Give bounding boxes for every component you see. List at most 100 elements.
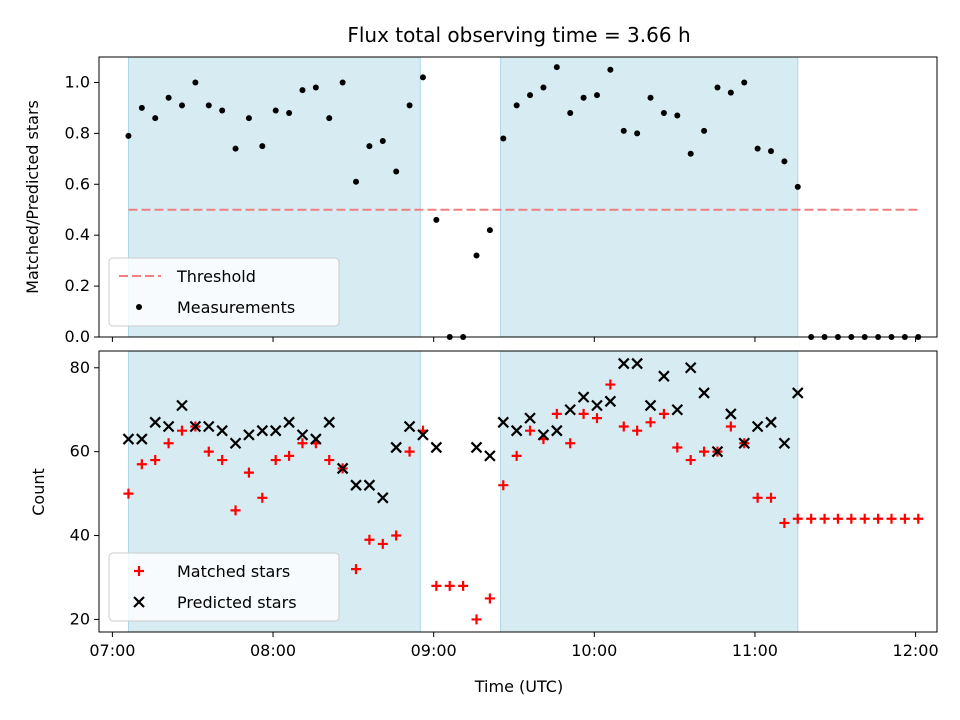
- data-point: [243, 429, 255, 441]
- plot-frame: [98, 56, 938, 338]
- data-point: [607, 66, 614, 73]
- data-point: [458, 580, 469, 591]
- data-point: [259, 143, 266, 150]
- data-point: [620, 127, 627, 134]
- observing-interval-2: [500, 350, 799, 633]
- data-point: [714, 84, 721, 91]
- y-tick-label: 0.0: [65, 327, 90, 346]
- data-point: [537, 429, 550, 441]
- data-point: [497, 416, 510, 429]
- data-point: [243, 467, 254, 478]
- data-point: [178, 102, 185, 109]
- bottom-y-axis-label: Count: [29, 468, 48, 516]
- data-point: [379, 138, 386, 144]
- data-point: [470, 441, 483, 454]
- data-point: [176, 425, 187, 436]
- data-point: [551, 424, 563, 437]
- x-tick-label: 09:00: [411, 641, 457, 660]
- legend-swatch-dot: [136, 304, 142, 310]
- data-point: [363, 479, 376, 491]
- data-point: [498, 480, 509, 491]
- data-point: [806, 513, 817, 524]
- data-point: [781, 158, 788, 165]
- data-point: [578, 408, 589, 419]
- data-point: [165, 94, 172, 101]
- y-tick-label: 60: [70, 442, 90, 461]
- data-point: [632, 425, 643, 436]
- data-point: [377, 492, 389, 504]
- data-point: [230, 505, 241, 516]
- data-point: [283, 416, 295, 429]
- data-point: [766, 492, 777, 503]
- data-point: [162, 420, 175, 433]
- legend-label: Threshold: [176, 267, 256, 286]
- data-point: [685, 455, 696, 466]
- panel-count: 20 40 60 80 07:00 08:00 09:00 10:00 11:00 12:00 Ma…: [70, 350, 939, 660]
- data-point: [886, 513, 897, 524]
- data-point: [859, 513, 870, 524]
- data-point: [473, 252, 480, 259]
- data-point: [152, 115, 159, 122]
- data-point: [339, 79, 346, 86]
- data-point: [644, 399, 657, 412]
- legend-box: [108, 552, 340, 622]
- data-point: [284, 450, 295, 461]
- data-point: [524, 412, 536, 424]
- series-predicted-stars: [122, 357, 804, 504]
- data-point: [312, 84, 319, 91]
- data-point: [699, 446, 710, 457]
- data-point: [205, 102, 212, 109]
- data-point: [272, 107, 279, 114]
- data-point: [149, 416, 162, 429]
- data-point: [580, 94, 587, 101]
- data-point: [299, 87, 306, 94]
- data-point: [404, 446, 415, 457]
- data-point: [604, 395, 617, 408]
- data-point: [752, 492, 763, 503]
- data-point: [433, 216, 440, 223]
- data-point: [150, 455, 161, 466]
- data-point: [122, 433, 135, 445]
- data-point: [660, 110, 667, 116]
- panel-ratio: 0.0 0.2 0.4 0.6 0.8 1.0 Threshold Measurements: [65, 56, 938, 346]
- series-matched-stars: [123, 379, 924, 625]
- data-point: [351, 564, 362, 575]
- data-point: [486, 227, 493, 234]
- data-point: [510, 424, 523, 437]
- data-point: [217, 455, 228, 466]
- legend-label: Predicted stars: [177, 593, 297, 612]
- data-point: [631, 357, 643, 370]
- data-point: [125, 132, 132, 139]
- data-point: [899, 513, 910, 524]
- data-point: [500, 135, 507, 142]
- data-point: [565, 438, 576, 449]
- data-point: [431, 580, 442, 591]
- x-tick-label: 11:00: [732, 641, 778, 660]
- data-point: [511, 450, 522, 461]
- plot-frame: [98, 350, 938, 633]
- data-point: [658, 408, 669, 419]
- data-point: [553, 64, 560, 71]
- data-point: [136, 433, 148, 445]
- data-point: [484, 450, 496, 462]
- data-point: [513, 102, 520, 109]
- data-point: [203, 446, 214, 457]
- y-tick-label: 0.2: [65, 276, 90, 295]
- y-tick-label: 1.0: [65, 72, 90, 91]
- data-point: [617, 357, 630, 370]
- data-point: [417, 429, 429, 441]
- data-point: [794, 183, 801, 190]
- data-point: [551, 408, 562, 419]
- data-point: [377, 538, 388, 549]
- data-point: [727, 89, 734, 96]
- data-point: [605, 379, 616, 390]
- data-point: [738, 437, 751, 450]
- data-point: [444, 580, 455, 591]
- data-point: [577, 391, 590, 403]
- data-point: [297, 438, 308, 449]
- y-tick-label: 40: [70, 526, 90, 545]
- data-point: [751, 420, 764, 433]
- legend-swatch-plus: [134, 566, 144, 576]
- data-point: [540, 84, 547, 91]
- data-point: [353, 178, 360, 185]
